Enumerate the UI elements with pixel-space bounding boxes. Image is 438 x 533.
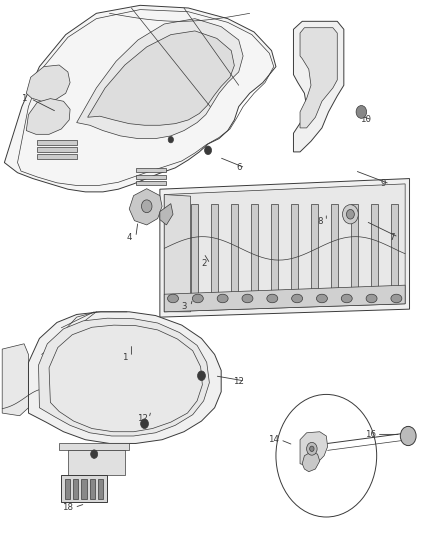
Polygon shape — [136, 181, 166, 185]
Text: 1: 1 — [21, 94, 27, 103]
Text: 3: 3 — [181, 302, 187, 311]
Polygon shape — [160, 179, 410, 317]
Ellipse shape — [341, 294, 352, 303]
Polygon shape — [28, 312, 221, 443]
Polygon shape — [136, 168, 166, 172]
Polygon shape — [90, 479, 95, 499]
Polygon shape — [98, 479, 103, 499]
Text: 14: 14 — [268, 435, 279, 444]
Polygon shape — [65, 479, 70, 499]
Polygon shape — [293, 21, 344, 152]
Polygon shape — [164, 184, 405, 312]
Polygon shape — [2, 344, 28, 416]
Polygon shape — [88, 31, 234, 125]
Polygon shape — [271, 204, 278, 300]
Ellipse shape — [292, 294, 303, 303]
Ellipse shape — [217, 294, 228, 303]
Text: 2: 2 — [201, 260, 206, 268]
Circle shape — [346, 209, 354, 219]
Polygon shape — [300, 432, 328, 466]
Polygon shape — [26, 65, 70, 101]
Circle shape — [205, 146, 212, 155]
Circle shape — [343, 205, 358, 224]
Polygon shape — [164, 285, 405, 312]
Text: 9: 9 — [381, 180, 386, 188]
Polygon shape — [300, 28, 337, 128]
Circle shape — [168, 136, 173, 143]
Polygon shape — [164, 195, 191, 312]
Polygon shape — [371, 204, 378, 300]
Polygon shape — [231, 204, 238, 300]
Ellipse shape — [391, 294, 402, 303]
Polygon shape — [351, 204, 358, 300]
Circle shape — [198, 371, 205, 381]
Polygon shape — [61, 475, 107, 502]
Text: 1: 1 — [122, 353, 127, 361]
Polygon shape — [77, 19, 243, 139]
Polygon shape — [68, 450, 125, 475]
Circle shape — [400, 426, 416, 446]
Ellipse shape — [267, 294, 278, 303]
Polygon shape — [39, 318, 209, 436]
Ellipse shape — [366, 294, 377, 303]
Polygon shape — [73, 479, 78, 499]
Polygon shape — [59, 443, 129, 450]
Polygon shape — [4, 5, 276, 192]
Polygon shape — [191, 204, 198, 300]
Polygon shape — [81, 479, 87, 499]
Text: 10: 10 — [360, 116, 371, 124]
Ellipse shape — [192, 294, 203, 303]
Polygon shape — [251, 204, 258, 300]
Circle shape — [310, 446, 314, 451]
Text: 6: 6 — [236, 164, 241, 172]
Polygon shape — [160, 204, 173, 225]
Polygon shape — [211, 204, 218, 300]
Circle shape — [356, 106, 367, 118]
Polygon shape — [331, 204, 338, 300]
Text: 12: 12 — [137, 414, 148, 423]
Polygon shape — [37, 154, 77, 159]
Circle shape — [91, 450, 98, 458]
Text: 4: 4 — [127, 233, 132, 241]
Ellipse shape — [242, 294, 253, 303]
Ellipse shape — [168, 294, 179, 303]
Polygon shape — [291, 204, 298, 300]
Text: 12: 12 — [233, 377, 244, 385]
Text: 16: 16 — [364, 430, 376, 439]
Polygon shape — [37, 140, 77, 145]
Text: 7: 7 — [389, 233, 395, 241]
Text: 18: 18 — [62, 503, 74, 512]
Polygon shape — [311, 204, 318, 300]
Polygon shape — [37, 147, 77, 152]
Text: 8: 8 — [317, 217, 322, 225]
Polygon shape — [26, 99, 70, 134]
Polygon shape — [136, 175, 166, 179]
Polygon shape — [129, 189, 162, 225]
Polygon shape — [302, 452, 320, 472]
Circle shape — [141, 419, 148, 429]
Circle shape — [307, 442, 317, 455]
Polygon shape — [391, 204, 398, 300]
Circle shape — [141, 200, 152, 213]
Ellipse shape — [316, 294, 328, 303]
